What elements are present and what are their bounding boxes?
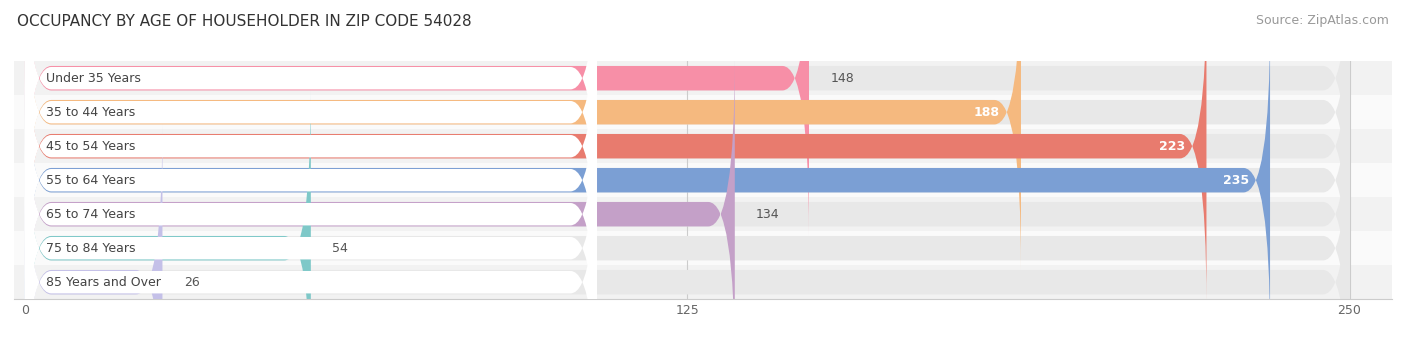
FancyBboxPatch shape [25,90,1350,340]
Text: 54: 54 [332,242,347,255]
FancyBboxPatch shape [25,0,1350,236]
Text: Source: ZipAtlas.com: Source: ZipAtlas.com [1256,14,1389,27]
FancyBboxPatch shape [25,0,598,271]
Text: 65 to 74 Years: 65 to 74 Years [46,208,135,221]
Text: 26: 26 [184,276,200,289]
FancyBboxPatch shape [25,90,311,340]
FancyBboxPatch shape [25,56,1350,340]
FancyBboxPatch shape [25,22,1350,338]
Text: 35 to 44 Years: 35 to 44 Years [46,106,135,119]
Text: 55 to 64 Years: 55 to 64 Years [46,174,135,187]
Text: 75 to 84 Years: 75 to 84 Years [46,242,135,255]
Bar [14,129,1392,163]
FancyBboxPatch shape [25,55,598,340]
Text: 148: 148 [830,72,853,85]
Text: Under 35 Years: Under 35 Years [46,72,141,85]
FancyBboxPatch shape [25,89,598,340]
FancyBboxPatch shape [25,0,1206,304]
Text: 45 to 54 Years: 45 to 54 Years [46,140,135,153]
Text: 223: 223 [1159,140,1185,153]
FancyBboxPatch shape [25,56,735,340]
Bar [14,231,1392,265]
FancyBboxPatch shape [25,124,1350,340]
FancyBboxPatch shape [25,0,1350,270]
FancyBboxPatch shape [25,0,1021,270]
FancyBboxPatch shape [25,124,163,340]
FancyBboxPatch shape [25,22,1270,338]
FancyBboxPatch shape [25,0,598,305]
Bar [14,197,1392,231]
Text: OCCUPANCY BY AGE OF HOUSEHOLDER IN ZIP CODE 54028: OCCUPANCY BY AGE OF HOUSEHOLDER IN ZIP C… [17,14,471,29]
FancyBboxPatch shape [25,21,598,339]
Text: 85 Years and Over: 85 Years and Over [46,276,160,289]
Text: 188: 188 [974,106,1000,119]
FancyBboxPatch shape [25,0,1350,304]
Text: 134: 134 [756,208,779,221]
Bar [14,265,1392,299]
Bar [14,61,1392,95]
Bar [14,163,1392,197]
FancyBboxPatch shape [25,0,808,236]
Text: 235: 235 [1223,174,1249,187]
Bar [14,95,1392,129]
FancyBboxPatch shape [25,123,598,340]
FancyBboxPatch shape [25,0,598,237]
